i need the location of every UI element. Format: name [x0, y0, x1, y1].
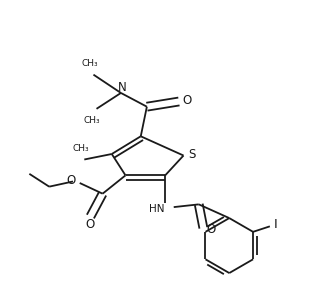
Text: O: O — [85, 218, 95, 231]
Text: S: S — [188, 148, 196, 160]
Text: N: N — [117, 81, 126, 94]
Text: CH₃: CH₃ — [82, 59, 98, 68]
Text: CH₃: CH₃ — [84, 116, 100, 124]
Text: O: O — [206, 223, 216, 236]
Text: O: O — [182, 94, 192, 107]
Text: HN: HN — [149, 204, 164, 214]
Text: I: I — [273, 218, 277, 231]
Text: O: O — [66, 174, 76, 187]
Text: CH₃: CH₃ — [72, 144, 89, 153]
